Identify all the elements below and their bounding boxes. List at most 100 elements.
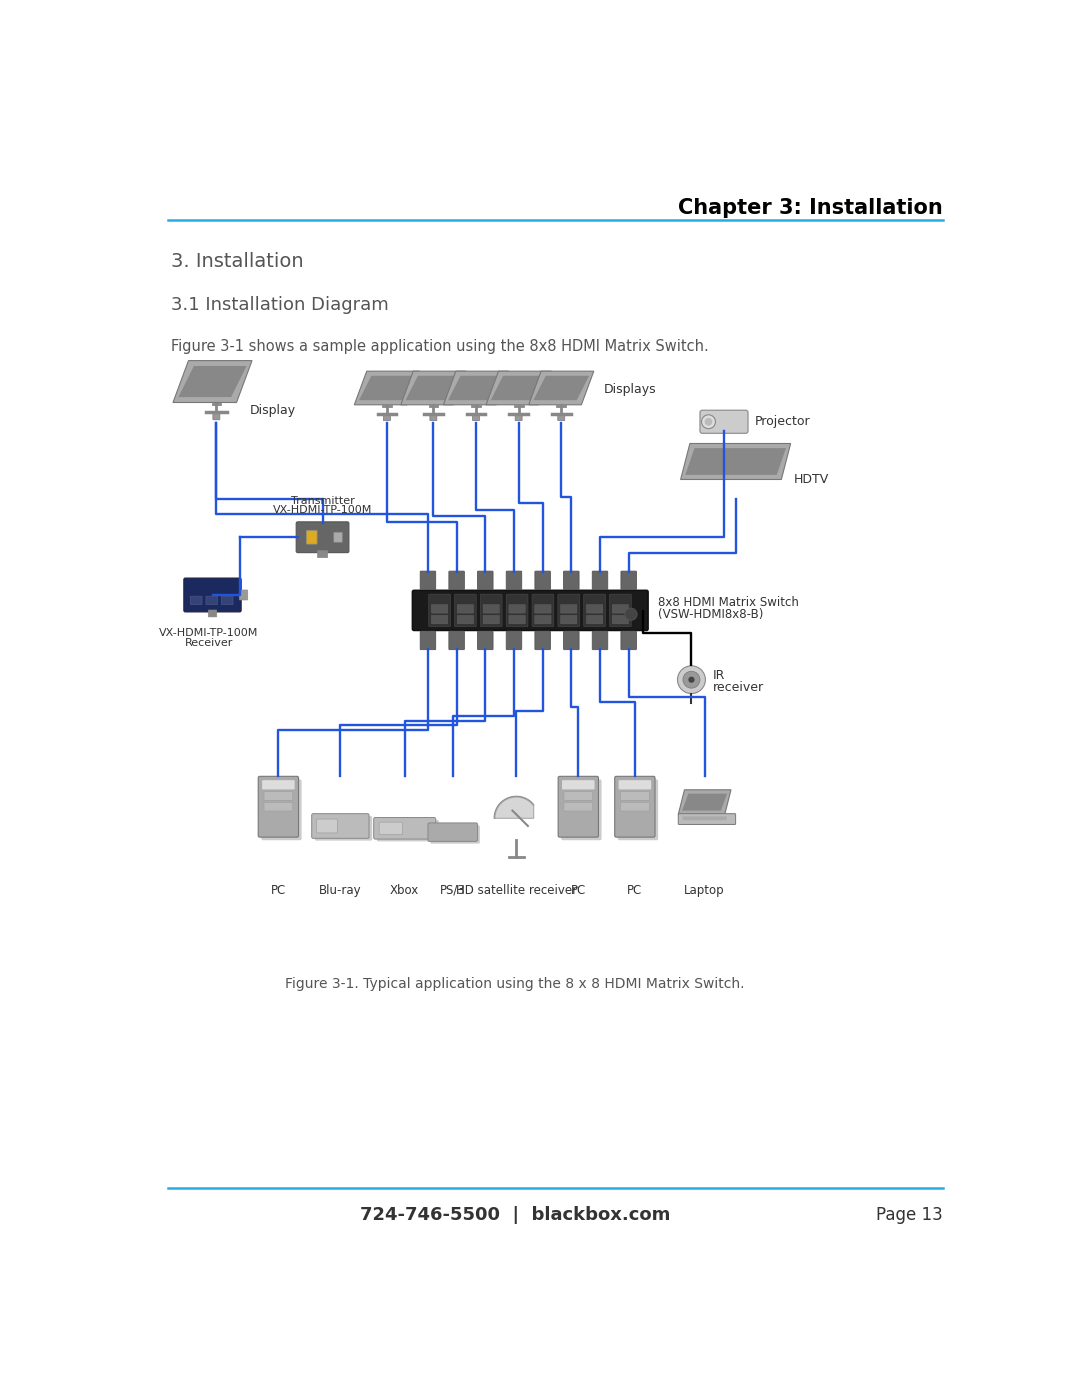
Text: 8x8 HDMI Matrix Switch: 8x8 HDMI Matrix Switch — [658, 597, 799, 609]
Polygon shape — [680, 443, 791, 479]
FancyBboxPatch shape — [532, 594, 554, 627]
FancyBboxPatch shape — [700, 411, 748, 433]
Polygon shape — [448, 376, 504, 400]
Text: Page 13: Page 13 — [876, 1206, 943, 1224]
Text: Display: Display — [249, 404, 296, 416]
FancyBboxPatch shape — [612, 605, 629, 613]
FancyBboxPatch shape — [609, 594, 631, 627]
Text: Figure 3-1. Typical application using the 8 x 8 HDMI Matrix Switch.: Figure 3-1. Typical application using th… — [285, 977, 744, 990]
FancyBboxPatch shape — [619, 780, 651, 789]
Text: Projector: Projector — [755, 415, 811, 429]
FancyBboxPatch shape — [561, 605, 577, 613]
FancyBboxPatch shape — [449, 631, 464, 650]
Text: VX-HDMI-TP-100M: VX-HDMI-TP-100M — [273, 506, 373, 515]
Text: (VSW-HDMI8x8-B): (VSW-HDMI8x8-B) — [658, 608, 764, 620]
Text: 3. Installation: 3. Installation — [172, 251, 305, 271]
FancyBboxPatch shape — [413, 591, 648, 630]
FancyBboxPatch shape — [184, 578, 241, 612]
FancyBboxPatch shape — [509, 616, 525, 624]
Text: Receiver: Receiver — [185, 637, 233, 648]
Polygon shape — [490, 376, 546, 400]
FancyBboxPatch shape — [592, 631, 608, 650]
FancyBboxPatch shape — [564, 631, 579, 650]
FancyBboxPatch shape — [190, 597, 202, 605]
Circle shape — [677, 666, 705, 693]
Text: receiver: receiver — [713, 680, 765, 694]
Text: Xbox: Xbox — [390, 884, 419, 897]
FancyBboxPatch shape — [379, 823, 403, 834]
FancyBboxPatch shape — [621, 631, 636, 650]
FancyBboxPatch shape — [314, 816, 373, 841]
FancyBboxPatch shape — [455, 594, 476, 627]
Polygon shape — [444, 372, 509, 405]
FancyBboxPatch shape — [264, 792, 293, 800]
Circle shape — [702, 415, 715, 429]
Polygon shape — [534, 376, 590, 400]
Text: 3.1 Installation Diagram: 3.1 Installation Diagram — [172, 296, 389, 314]
Text: HDTV: HDTV — [794, 474, 829, 486]
FancyBboxPatch shape — [583, 594, 606, 627]
FancyBboxPatch shape — [262, 780, 295, 789]
Text: Chapter 3: Installation: Chapter 3: Installation — [678, 198, 943, 218]
FancyBboxPatch shape — [430, 414, 437, 420]
FancyBboxPatch shape — [621, 792, 649, 800]
FancyBboxPatch shape — [562, 780, 602, 840]
FancyBboxPatch shape — [431, 605, 448, 613]
Circle shape — [688, 676, 694, 683]
FancyBboxPatch shape — [477, 571, 494, 590]
FancyBboxPatch shape — [586, 605, 603, 613]
Polygon shape — [405, 376, 461, 400]
FancyBboxPatch shape — [621, 571, 636, 590]
Text: Transmitter: Transmitter — [291, 496, 354, 506]
Polygon shape — [359, 376, 415, 400]
Polygon shape — [354, 372, 419, 405]
FancyBboxPatch shape — [678, 813, 735, 824]
FancyBboxPatch shape — [507, 571, 522, 590]
FancyBboxPatch shape — [612, 616, 629, 624]
FancyBboxPatch shape — [213, 414, 220, 420]
Text: HD satellite receiver: HD satellite receiver — [456, 884, 577, 897]
FancyBboxPatch shape — [206, 597, 217, 605]
FancyBboxPatch shape — [473, 414, 480, 420]
Polygon shape — [683, 793, 727, 810]
FancyBboxPatch shape — [621, 802, 649, 812]
Text: PS/3: PS/3 — [440, 884, 465, 897]
Text: 724-746-5500  |  blackbox.com: 724-746-5500 | blackbox.com — [360, 1206, 670, 1224]
Text: PC: PC — [570, 884, 586, 897]
FancyBboxPatch shape — [208, 610, 217, 617]
FancyBboxPatch shape — [481, 594, 502, 627]
FancyBboxPatch shape — [318, 550, 327, 557]
Text: Displays: Displays — [604, 383, 657, 395]
FancyBboxPatch shape — [562, 780, 595, 789]
Polygon shape — [173, 360, 252, 402]
Circle shape — [704, 418, 713, 426]
FancyBboxPatch shape — [307, 531, 318, 545]
FancyBboxPatch shape — [477, 631, 494, 650]
Polygon shape — [495, 796, 534, 819]
Polygon shape — [401, 372, 465, 405]
FancyBboxPatch shape — [618, 780, 658, 840]
FancyBboxPatch shape — [429, 594, 450, 627]
FancyBboxPatch shape — [683, 816, 727, 820]
FancyBboxPatch shape — [240, 590, 247, 599]
FancyBboxPatch shape — [509, 605, 525, 613]
FancyBboxPatch shape — [374, 817, 435, 840]
Circle shape — [683, 671, 700, 689]
FancyBboxPatch shape — [483, 616, 499, 624]
Polygon shape — [685, 448, 786, 475]
FancyBboxPatch shape — [377, 820, 438, 841]
FancyBboxPatch shape — [557, 414, 565, 420]
FancyBboxPatch shape — [258, 777, 298, 837]
FancyBboxPatch shape — [535, 631, 551, 650]
FancyBboxPatch shape — [264, 802, 293, 812]
FancyBboxPatch shape — [564, 792, 593, 800]
FancyBboxPatch shape — [312, 813, 369, 838]
FancyBboxPatch shape — [615, 777, 656, 837]
FancyBboxPatch shape — [586, 616, 603, 624]
FancyBboxPatch shape — [383, 414, 390, 420]
FancyBboxPatch shape — [420, 631, 435, 650]
FancyBboxPatch shape — [316, 819, 337, 833]
FancyBboxPatch shape — [296, 522, 349, 553]
FancyBboxPatch shape — [515, 414, 522, 420]
FancyBboxPatch shape — [420, 571, 435, 590]
